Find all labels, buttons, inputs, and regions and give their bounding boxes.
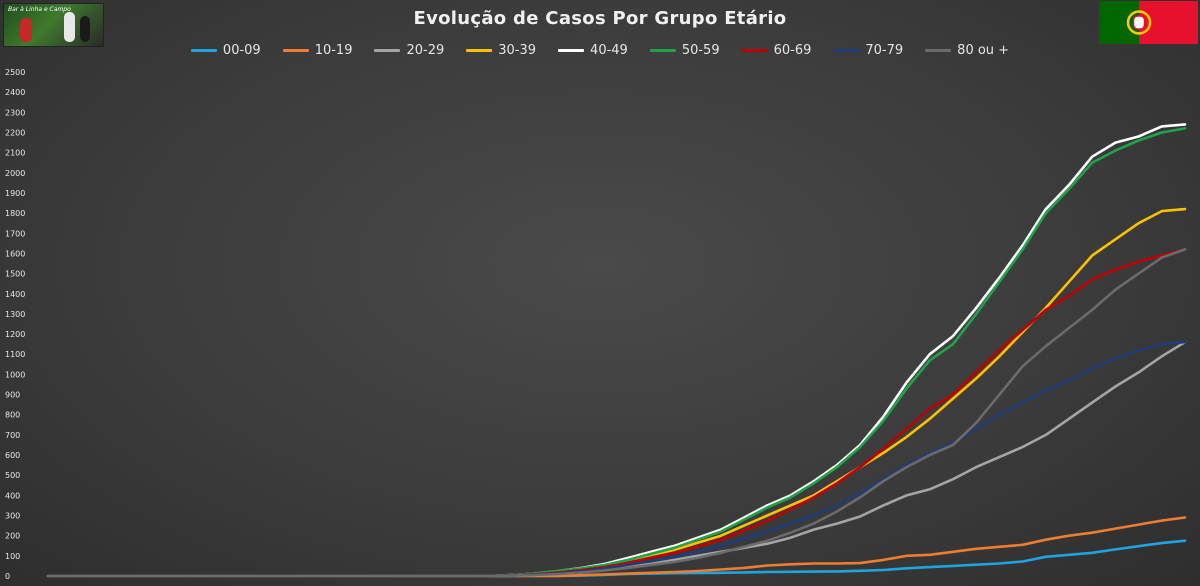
y-tick-label: 400 [5,491,20,500]
legend-swatch [558,49,585,52]
legend-item[interactable]: 50-59 [649,43,720,58]
legend: 00-09 10-19 20-29 30-39 40-49 50-59 60-69 70-79… [0,43,1200,58]
series-line-80-ou- [46,248,1187,578]
legend-swatch [925,49,952,52]
y-tick-label: 700 [5,431,20,440]
logo: Bar à Linha e Campo [3,3,104,47]
legend-swatch [833,49,860,52]
legend-label: 30-39 [498,43,537,58]
series-line-60-69 [46,248,1187,578]
y-tick-label: 200 [5,532,20,541]
legend-label: 10-19 [314,43,353,58]
y-tick-label: 0 [5,572,10,581]
chart-title: Evolução de Casos Por Grupo Etário [413,8,787,29]
legend-label: 00-09 [222,43,261,58]
y-tick-label: 1800 [5,209,25,218]
y-tick-label: 2200 [5,128,25,137]
logo-text: Bar à Linha e Campo [8,6,71,13]
legend-swatch [374,49,401,52]
y-tick-label: 1400 [5,290,25,299]
logo-player-dark [80,16,90,42]
legend-label: 80 ou + [957,43,1010,58]
series-lines [46,123,1187,578]
y-tick-label: 1000 [5,370,25,379]
series-line-30-39 [46,207,1187,578]
legend-label: 40-49 [590,43,628,58]
logo-player-white [64,12,75,42]
legend-swatch [466,49,493,52]
y-tick-label: 2000 [5,169,25,178]
legend-item[interactable]: 80 ou + [925,43,1009,58]
y-axis: 0 100 200 300 400 500 600 700 800 900 1000 1100 1200… [5,68,25,581]
legend-item[interactable]: 70-79 [833,43,903,58]
portugal-flag-icon [1099,1,1198,44]
y-tick-label: 2100 [5,149,25,158]
legend-label: 50-59 [681,43,720,58]
legend-label: 70-79 [865,43,904,58]
legend-item[interactable]: 10-19 [282,43,353,58]
y-tick-label: 2400 [5,88,25,97]
legend-item[interactable]: 40-49 [558,43,628,58]
y-tick-label: 1900 [5,189,25,198]
legend-item[interactable]: 00-09 [190,43,261,58]
y-tick-label: 500 [5,471,20,480]
y-tick-label: 2300 [5,108,25,117]
series-line-50-59 [46,127,1187,578]
legend-swatch [649,49,676,52]
legend-swatch [190,49,217,52]
series-line-40-49 [46,123,1187,578]
legend-item[interactable]: 20-29 [374,43,444,58]
y-tick-label: 1700 [5,229,25,238]
y-tick-label: 1100 [5,350,25,359]
legend-swatch [741,49,768,52]
y-tick-label: 100 [5,552,20,561]
y-tick-label: 800 [5,411,20,420]
logo-player-red [20,18,32,42]
y-tick-label: 1500 [5,270,25,279]
y-tick-label: 900 [5,391,20,400]
y-tick-label: 1600 [5,249,25,258]
y-tick-label: 1300 [5,310,25,319]
legend-swatch [282,49,309,52]
legend-item[interactable]: 30-39 [466,43,536,58]
legend-label: 20-29 [406,43,445,58]
legend-label: 60-69 [773,43,812,58]
legend-item[interactable]: 60-69 [741,43,812,58]
y-tick-label: 600 [5,451,20,460]
y-tick-label: 2500 [5,68,25,77]
y-tick-label: 1200 [5,330,25,339]
y-tick-label: 300 [5,512,20,521]
